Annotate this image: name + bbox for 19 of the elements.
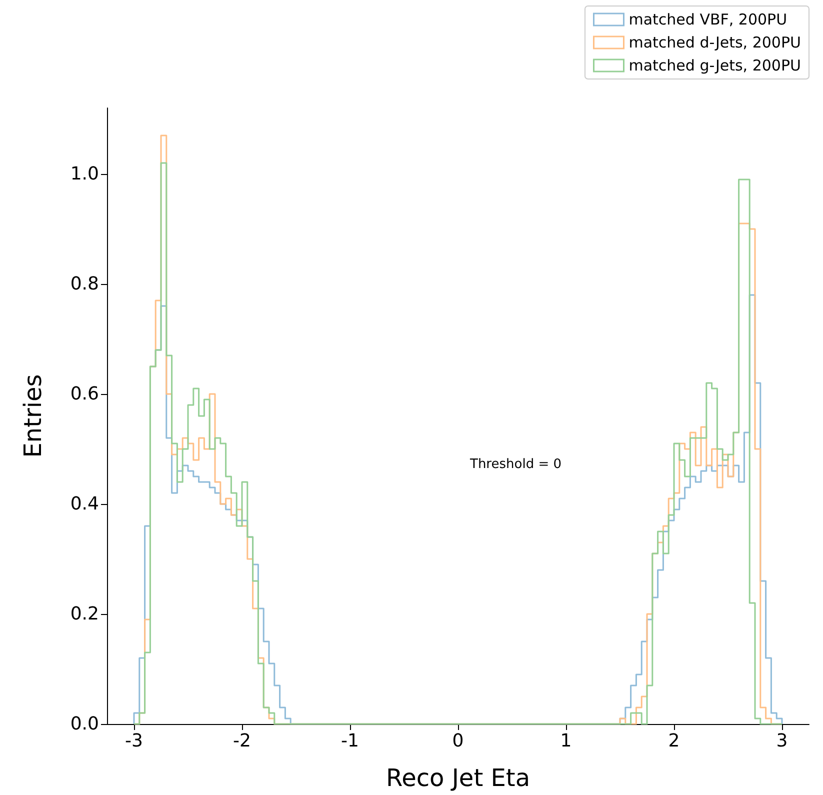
x-tick-label: -2 xyxy=(233,730,251,752)
x-tick-label: 2 xyxy=(668,730,680,752)
x-axis-title: Reco Jet Eta xyxy=(386,764,530,792)
x-tick-label: -1 xyxy=(341,730,359,752)
x-tick-label: 0 xyxy=(452,730,464,752)
x-tick-label: -3 xyxy=(125,730,143,752)
y-tick-label: 0.8 xyxy=(70,274,99,294)
x-tick-label: 1 xyxy=(560,730,572,752)
y-tick-label: 0.2 xyxy=(70,604,99,624)
legend-label: matched g-Jets, 200PU xyxy=(628,56,801,74)
y-tick-label: 0.6 xyxy=(70,384,99,404)
x-tick-label: 3 xyxy=(776,730,788,752)
legend-label: matched d-Jets, 200PU xyxy=(628,34,801,52)
annotation: Threshold = 0 xyxy=(469,457,562,472)
y-tick-label: 0.0 xyxy=(70,714,99,734)
y-tick-label: 1.0 xyxy=(70,164,99,184)
y-tick-label: 0.4 xyxy=(70,494,99,514)
y-axis-title: Entries xyxy=(19,374,47,458)
legend-label: matched VBF, 200PU xyxy=(628,10,788,28)
